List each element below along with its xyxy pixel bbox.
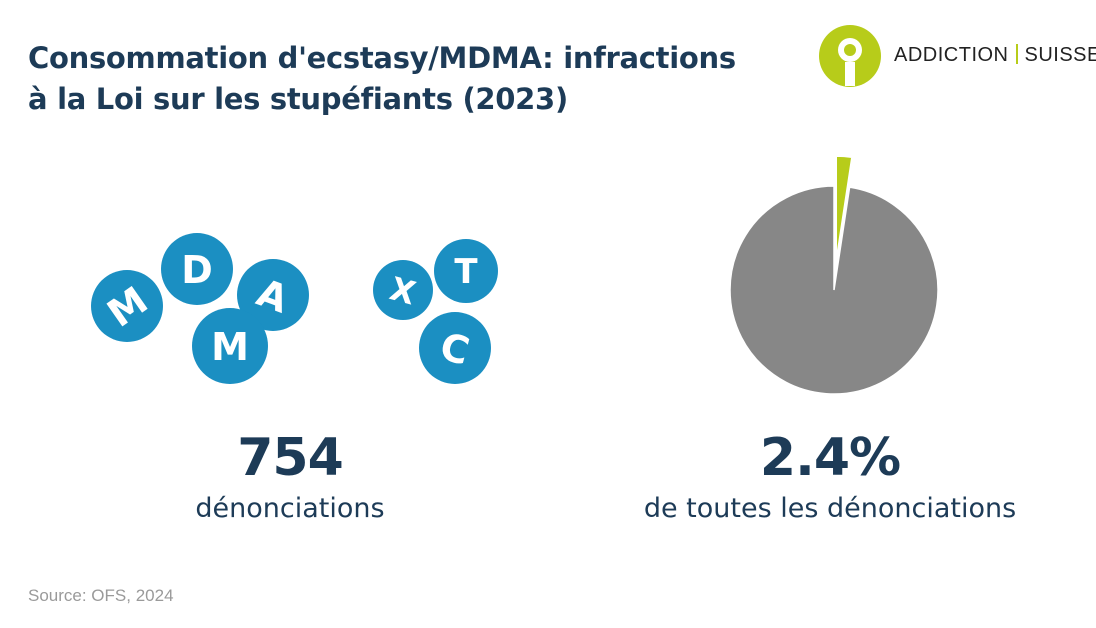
chart-title: Consommation d'ecstasy/MDMA: infractions… — [28, 38, 808, 120]
pill-a: A — [237, 259, 309, 331]
share-label: de toutes les dénonciations — [643, 493, 1017, 524]
pill-m1: M — [91, 270, 163, 342]
pill-c: C — [419, 312, 491, 384]
logo-icon — [819, 25, 881, 87]
pill-letter: D — [181, 248, 213, 292]
logo-separator — [1015, 44, 1018, 64]
logo-word-suisse: SUISSE — [1024, 44, 1096, 66]
pill-letter: T — [454, 252, 478, 292]
count-label: dénonciations — [195, 493, 385, 524]
pie-slice-other — [729, 185, 939, 395]
logo-word-addiction: ADDICTION — [894, 44, 1009, 66]
pill-letter: M — [211, 325, 249, 369]
pill-t: T — [434, 239, 498, 303]
pill-x: X — [373, 260, 433, 320]
title-line-1: Consommation d'ecstasy/MDMA: infractions — [28, 41, 736, 75]
pie-chart — [729, 155, 939, 395]
pills-illustration: M D A M X T C — [91, 233, 498, 384]
pill-m2: M — [192, 308, 268, 384]
count-stat: 754 dénonciations — [130, 428, 450, 526]
addiction-suisse-logo: ADDICTION SUISSE — [818, 24, 1096, 88]
source-note: Source: OFS, 2024 — [28, 586, 174, 605]
pill-d: D — [161, 233, 233, 305]
share-value: 2.4% — [759, 428, 901, 488]
pie-slice-ecstasy — [835, 155, 853, 261]
logo-wordmark: ADDICTION SUISSE — [894, 44, 1096, 67]
share-stat: 2.4% de toutes les dénonciations — [600, 428, 1060, 526]
title-line-2: à la Loi sur les stupéfiants (2023) — [28, 82, 568, 116]
count-value: 754 — [237, 428, 344, 488]
